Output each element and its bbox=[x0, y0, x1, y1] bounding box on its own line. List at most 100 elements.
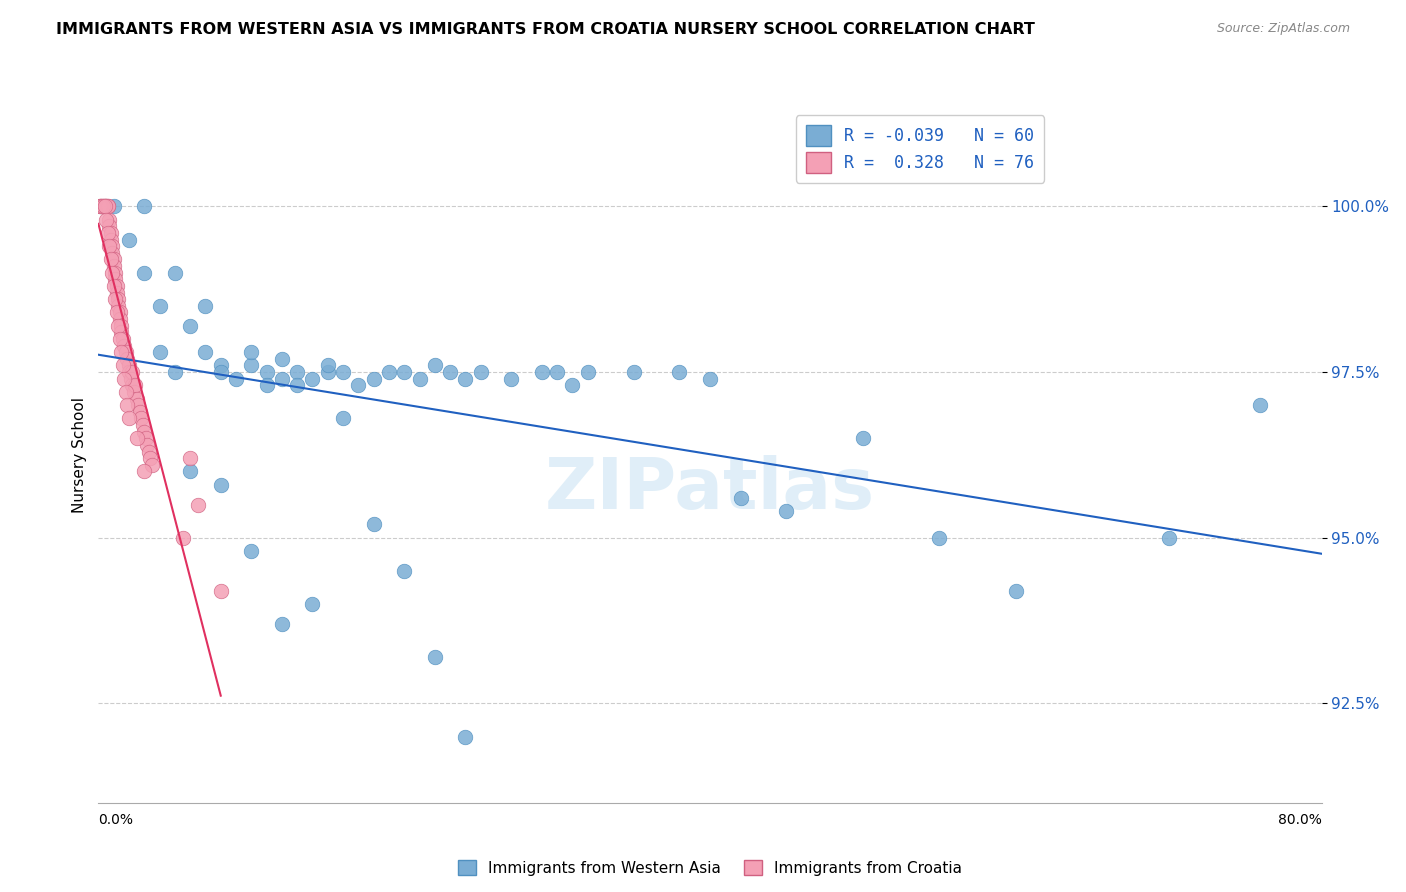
Point bbox=[125, 431, 148, 445]
Point bbox=[454, 730, 477, 744]
Point bbox=[378, 365, 401, 379]
Point bbox=[699, 372, 721, 386]
Point bbox=[408, 372, 430, 386]
Point bbox=[138, 444, 160, 458]
Point bbox=[179, 465, 201, 479]
Text: IMMIGRANTS FROM WESTERN ASIA VS IMMIGRANTS FROM CROATIA NURSERY SCHOOL CORRELATI: IMMIGRANTS FROM WESTERN ASIA VS IMMIGRAN… bbox=[56, 22, 1035, 37]
Point bbox=[136, 438, 159, 452]
Point bbox=[108, 312, 131, 326]
Point bbox=[209, 477, 232, 491]
Point bbox=[240, 359, 263, 373]
Point bbox=[423, 359, 446, 373]
Point bbox=[285, 378, 308, 392]
Point bbox=[91, 199, 114, 213]
Point bbox=[1157, 531, 1180, 545]
Point bbox=[127, 398, 149, 412]
Point bbox=[270, 351, 292, 366]
Point bbox=[121, 365, 143, 379]
Point bbox=[105, 305, 128, 319]
Point bbox=[179, 451, 201, 466]
Point bbox=[928, 531, 950, 545]
Point bbox=[285, 365, 308, 379]
Point bbox=[115, 384, 138, 399]
Point bbox=[103, 252, 125, 267]
Point bbox=[98, 212, 121, 227]
Point bbox=[392, 564, 416, 578]
Point bbox=[90, 199, 112, 213]
Point bbox=[108, 332, 131, 346]
Point bbox=[256, 378, 278, 392]
Point bbox=[97, 199, 120, 213]
Point bbox=[316, 365, 339, 379]
Point bbox=[209, 583, 232, 598]
Point bbox=[124, 378, 146, 392]
Point bbox=[117, 398, 139, 412]
Point bbox=[94, 199, 117, 213]
Point bbox=[179, 318, 201, 333]
Point bbox=[125, 392, 148, 406]
Y-axis label: Nursery School: Nursery School bbox=[72, 397, 87, 513]
Point bbox=[454, 372, 477, 386]
Point bbox=[107, 318, 129, 333]
Point bbox=[111, 332, 134, 346]
Point bbox=[97, 199, 120, 213]
Point bbox=[163, 365, 186, 379]
Point bbox=[439, 365, 461, 379]
Point bbox=[775, 504, 797, 518]
Point bbox=[623, 365, 645, 379]
Point bbox=[1004, 583, 1026, 598]
Point bbox=[256, 365, 278, 379]
Point bbox=[129, 411, 152, 425]
Point bbox=[100, 226, 122, 240]
Text: ZIPatlas: ZIPatlas bbox=[546, 455, 875, 524]
Point bbox=[134, 425, 156, 439]
Point bbox=[89, 199, 111, 213]
Point bbox=[118, 233, 141, 247]
Point bbox=[110, 326, 132, 340]
Point bbox=[132, 418, 155, 433]
Point bbox=[270, 616, 292, 631]
Point bbox=[91, 199, 114, 213]
Point bbox=[149, 345, 172, 359]
Point bbox=[107, 299, 129, 313]
Point bbox=[100, 252, 122, 267]
Point bbox=[576, 365, 599, 379]
Point bbox=[105, 279, 128, 293]
Point bbox=[134, 465, 156, 479]
Point bbox=[91, 199, 114, 213]
Point bbox=[108, 305, 131, 319]
Point bbox=[98, 239, 121, 253]
Point bbox=[149, 299, 172, 313]
Point bbox=[118, 411, 141, 425]
Text: 80.0%: 80.0% bbox=[1278, 813, 1322, 827]
Point bbox=[141, 458, 163, 472]
Point bbox=[501, 372, 523, 386]
Point bbox=[122, 384, 145, 399]
Point bbox=[363, 372, 385, 386]
Point bbox=[172, 531, 194, 545]
Point bbox=[301, 372, 323, 386]
Point bbox=[163, 266, 186, 280]
Point bbox=[128, 405, 150, 419]
Point bbox=[104, 272, 127, 286]
Text: Source: ZipAtlas.com: Source: ZipAtlas.com bbox=[1216, 22, 1350, 36]
Point bbox=[97, 226, 120, 240]
Point bbox=[332, 411, 354, 425]
Point bbox=[89, 199, 111, 213]
Point bbox=[98, 219, 121, 234]
Point bbox=[112, 372, 135, 386]
Point bbox=[730, 491, 752, 505]
Point bbox=[470, 365, 492, 379]
Legend: Immigrants from Western Asia, Immigrants from Croatia: Immigrants from Western Asia, Immigrants… bbox=[450, 852, 970, 883]
Point bbox=[363, 517, 385, 532]
Point bbox=[332, 365, 354, 379]
Point bbox=[194, 345, 217, 359]
Point bbox=[347, 378, 370, 392]
Point bbox=[134, 199, 156, 213]
Point bbox=[110, 345, 132, 359]
Point bbox=[209, 365, 232, 379]
Point bbox=[115, 345, 138, 359]
Point bbox=[546, 365, 568, 379]
Point bbox=[104, 266, 127, 280]
Point bbox=[139, 451, 162, 466]
